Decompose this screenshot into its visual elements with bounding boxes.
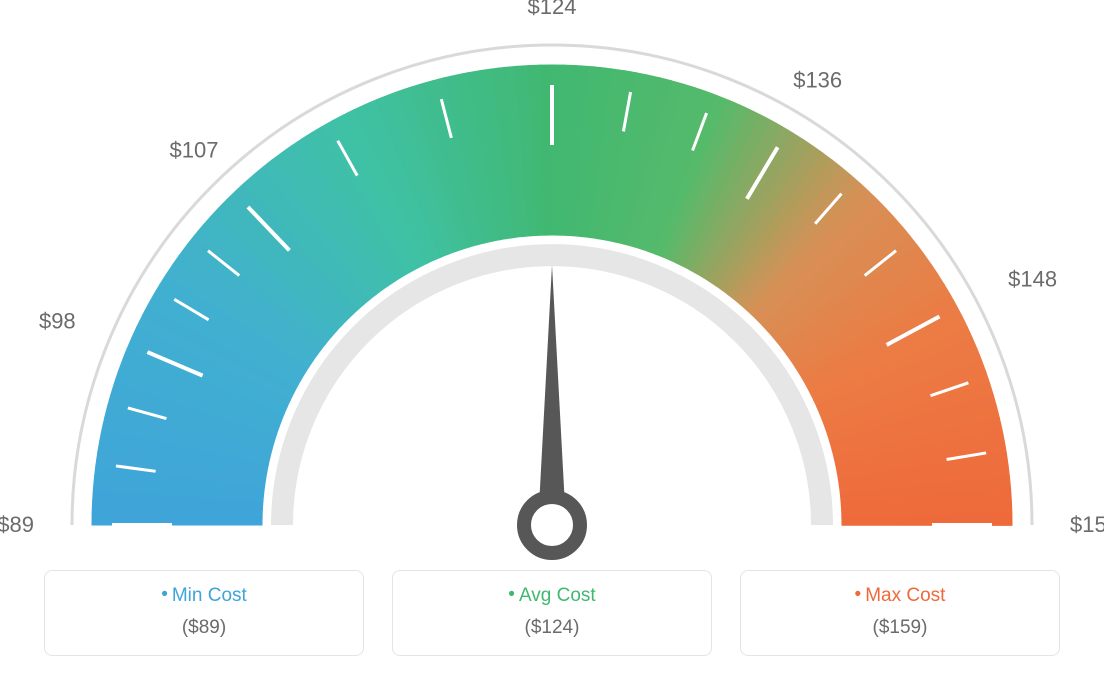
legend-title-avg: •Avg Cost <box>403 585 701 607</box>
tick-label: $98 <box>39 308 76 333</box>
legend-value-max: ($159) <box>751 617 1049 639</box>
needle-hub <box>524 497 580 553</box>
tick-label: $124 <box>528 0 577 19</box>
gauge-svg: $89 $98 $107 $124 $136 $148 $159 <box>0 0 1104 560</box>
legend-card-min: •Min Cost ($89) <box>44 570 364 656</box>
legend-label: Avg Cost <box>519 585 596 606</box>
legend-row: •Min Cost($89)•Avg Cost($124)•Max Cost($… <box>0 570 1104 656</box>
gauge-needle <box>538 265 566 525</box>
legend-value-avg: ($124) <box>403 617 701 639</box>
tick-label: $159 <box>1070 512 1104 537</box>
legend-value-min: ($89) <box>55 617 353 639</box>
legend-label: Max Cost <box>865 585 945 606</box>
tick-label: $148 <box>1008 267 1057 292</box>
legend-dot-icon: • <box>855 584 862 605</box>
legend-dot-icon: • <box>161 584 168 605</box>
tick-label: $136 <box>793 67 842 92</box>
tick-label: $89 <box>0 512 34 537</box>
legend-dot-icon: • <box>508 584 515 605</box>
legend-title-min: •Min Cost <box>55 585 353 607</box>
tick-label: $107 <box>170 138 219 163</box>
legend-title-max: •Max Cost <box>751 585 1049 607</box>
legend-card-max: •Max Cost ($159) <box>740 570 1060 656</box>
legend-card-avg: •Avg Cost ($124) <box>392 570 712 656</box>
legend-label: Min Cost <box>172 585 247 606</box>
cost-gauge: $89 $98 $107 $124 $136 $148 $159 <box>0 0 1104 560</box>
